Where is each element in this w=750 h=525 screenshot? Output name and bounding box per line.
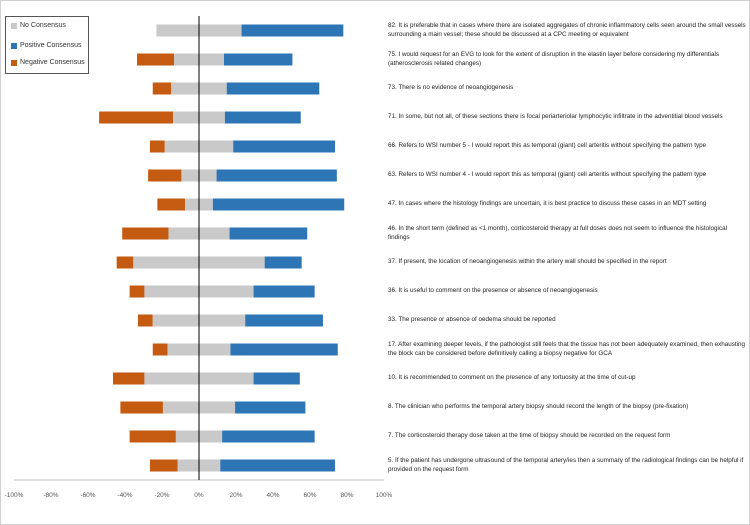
statement-label: 10. It is recommended to comment on the …	[388, 374, 636, 381]
legend-item-positive-consensus: Positive Consensus	[11, 42, 81, 49]
statement-label: 71. In some, but not all, of these secti…	[388, 113, 723, 120]
bar-negative-consensus	[122, 227, 169, 240]
x-tick-label: -80%	[43, 492, 58, 499]
bar-negative-consensus	[152, 82, 172, 95]
statement-label: 33. The presence or absence of oedema sh…	[388, 316, 556, 323]
statement-label: 46. In the short term (defined as <1 mon…	[388, 225, 727, 241]
bar-positive-consensus	[222, 430, 315, 443]
x-tick-label: 60%	[303, 492, 316, 499]
statement-label: 82. It is preferable that in cases where…	[388, 22, 746, 38]
bar-negative-consensus	[148, 169, 182, 182]
statement-label: 73. There is no evidence of neoangiogene…	[388, 84, 514, 91]
bar-positive-consensus	[230, 343, 338, 356]
bar-negative-consensus	[99, 111, 174, 124]
bar-negative-consensus	[112, 372, 145, 385]
x-tick-label: 100%	[376, 492, 393, 499]
statement-label: 5. If the patient has undergone ultrasou…	[388, 457, 744, 473]
bar-negative-consensus	[137, 314, 153, 327]
bar-positive-consensus	[241, 24, 344, 37]
bar-positive-consensus	[253, 372, 300, 385]
legend-item-negative-consensus: Negative Consensus	[11, 59, 85, 66]
statement-label: 17. After examining deeper levels, if th…	[388, 341, 746, 357]
statement-label: 37. If present, the location of neoangio…	[388, 258, 667, 265]
bar-negative-consensus	[149, 459, 178, 472]
bar-positive-consensus	[212, 198, 345, 211]
legend-label-no-consensus: No Consensus	[20, 22, 66, 29]
bar-negative-consensus	[120, 401, 163, 414]
statement-label: 7. The corticosteroid therapy dose taken…	[388, 432, 671, 439]
bar-positive-consensus	[220, 459, 335, 472]
bar-positive-consensus	[233, 140, 335, 153]
x-tick-label: 20%	[229, 492, 242, 499]
x-tick-label: -60%	[80, 492, 95, 499]
statement-label: 8. The clinician who performs the tempor…	[388, 403, 689, 410]
bar-positive-consensus	[224, 111, 301, 124]
bar-positive-consensus	[264, 256, 302, 269]
bar-positive-consensus	[226, 82, 320, 95]
x-tick-label: -100%	[5, 492, 24, 499]
x-tick-label: 0%	[194, 492, 204, 499]
statement-label: 63. Refers to WSI number 4 - I would rep…	[388, 171, 707, 178]
legend-swatch-negative-consensus	[11, 59, 17, 66]
bar-negative-consensus	[149, 140, 165, 153]
statement-label: 36. It is useful to comment on the prese…	[388, 287, 598, 294]
bar-negative-consensus	[116, 256, 134, 269]
legend-label-positive-consensus: Positive Consensus	[20, 42, 82, 49]
legend-item-no-consensus: No Consensus	[11, 22, 66, 29]
x-tick-label: -20%	[154, 492, 169, 499]
bar-negative-consensus	[157, 198, 186, 211]
statement-label: 66. Refers to WSI number 5 - I would rep…	[388, 142, 707, 149]
legend-swatch-no-consensus	[11, 22, 17, 29]
bar-negative-consensus	[129, 430, 176, 443]
bar-positive-consensus	[229, 227, 308, 240]
bar-positive-consensus	[223, 53, 293, 66]
x-tick-label: 80%	[340, 492, 353, 499]
legend-label-negative-consensus: Negative Consensus	[20, 59, 85, 66]
statement-label: 47. In cases where the histology finding…	[388, 200, 707, 207]
legend: No Consensus Positive Consensus Negative…	[5, 16, 89, 74]
bar-positive-consensus	[253, 285, 315, 298]
statement-label: 75. I would request for an EVG to look f…	[388, 51, 720, 67]
bar-positive-consensus	[216, 169, 337, 182]
bar-negative-consensus	[152, 343, 168, 356]
x-tick-label: -40%	[117, 492, 132, 499]
bar-negative-consensus	[137, 53, 175, 66]
legend-swatch-positive-consensus	[11, 42, 17, 49]
bar-positive-consensus	[245, 314, 323, 327]
bar-positive-consensus	[235, 401, 306, 414]
bar-negative-consensus	[129, 285, 145, 298]
x-tick-label: 40%	[266, 492, 279, 499]
